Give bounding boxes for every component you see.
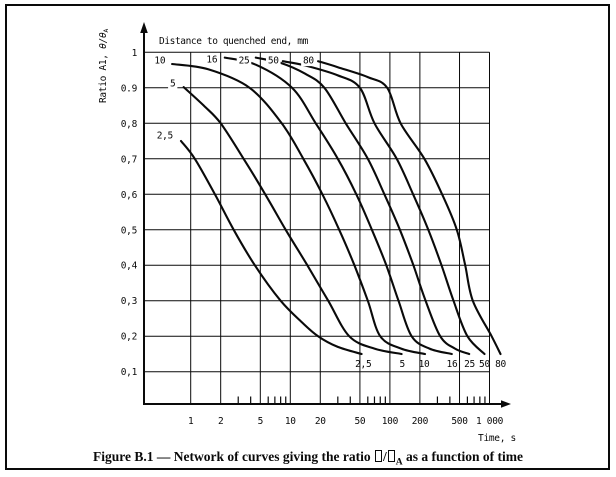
curve-label-gap-10: [152, 54, 168, 67]
curve-label-top-5: 5: [170, 79, 175, 90]
missing-theta-glyph: [387, 450, 395, 462]
y-tick-label-0-4: 0,4: [121, 261, 138, 272]
curve-label-gap-80: [301, 54, 316, 67]
curve-label-bottom-25: 25: [464, 359, 475, 370]
y-tick-label-0-1: 0,1: [121, 367, 138, 378]
x-tick-label-10: 10: [285, 416, 296, 427]
curve-label-bottom-2-5: 2,5: [355, 359, 371, 370]
y-axis-title: Ratio A1, θ/θA: [98, 29, 110, 103]
x-axis-title: Time, s: [478, 433, 516, 444]
curve-5mm: [182, 86, 403, 356]
curve-label-top-16: 16: [206, 55, 217, 66]
x-tick-label-50: 50: [354, 416, 365, 427]
curve-80mm: [317, 60, 502, 356]
curve-label-gap-50: [265, 54, 281, 67]
curve-label-gap-25: [236, 54, 252, 67]
curve-2-5mm: [179, 139, 363, 356]
curve-50mm: [281, 60, 486, 356]
missing-theta-glyph: [374, 450, 382, 462]
x-tick-label-500: 500: [451, 416, 468, 427]
page-border: [5, 4, 610, 470]
curve-label-gap-16: [204, 53, 220, 66]
curve-16mm: [223, 56, 453, 356]
caption-slash: /: [382, 449, 387, 464]
x-tick-label-1000: 1 000: [476, 416, 504, 427]
x-tick-label-200: 200: [412, 416, 429, 427]
y-tick-label-0-6: 0,6: [121, 190, 138, 201]
caption-theta-subscript: A: [395, 457, 403, 468]
curve-label-bottom-16: 16: [447, 359, 458, 370]
curve-label-top-25: 25: [239, 56, 250, 67]
curve-label-bottom-5: 5: [400, 359, 405, 370]
x-tick-label-20: 20: [315, 416, 326, 427]
caption-text-suffix: as a function of time: [402, 449, 523, 464]
y-tick-label-0-5: 0,5: [121, 225, 137, 236]
y-axis-arrowhead-icon: [140, 22, 148, 33]
curve-label-bottom-80: 80: [495, 359, 506, 370]
caption-text-prefix: Figure B.1 — Network of curves giving th…: [93, 449, 374, 464]
x-tick-label-1: 1: [188, 416, 194, 427]
y-tick-label-0-7: 0,7: [121, 154, 137, 165]
figure-caption: Figure B.1 — Network of curves giving th…: [10, 449, 606, 468]
x-tick-label-5: 5: [258, 416, 263, 427]
curve-label-bottom-50: 50: [479, 359, 490, 370]
curve-25mm: [254, 56, 471, 356]
x-axis-arrowhead-icon: [501, 400, 511, 408]
curve-label-gap-2-5: [154, 128, 175, 141]
curve-label-top-10: 10: [154, 56, 165, 67]
y-tick-label-0-3: 0,3: [121, 296, 137, 307]
curve-10mm: [171, 62, 427, 356]
y-tick-label-1: 1: [132, 48, 138, 59]
y-tick-label-0-9: 0.9: [121, 83, 138, 94]
x-tick-label-2: 2: [218, 416, 223, 427]
y-tick-label-0-2: 0,2: [121, 332, 137, 343]
curve-label-top-80: 80: [303, 56, 314, 67]
curve-label-gap-5: [168, 77, 178, 90]
curve-label-top-2-5: 2,5: [157, 130, 173, 141]
chart-title: Distance to quenched end, mm: [159, 36, 309, 47]
curve-label-bottom-10: 10: [419, 359, 430, 370]
y-tick-label-0-8: 0,8: [121, 119, 138, 130]
x-tick-label-100: 100: [382, 416, 399, 427]
curve-label-top-50: 50: [268, 56, 279, 67]
